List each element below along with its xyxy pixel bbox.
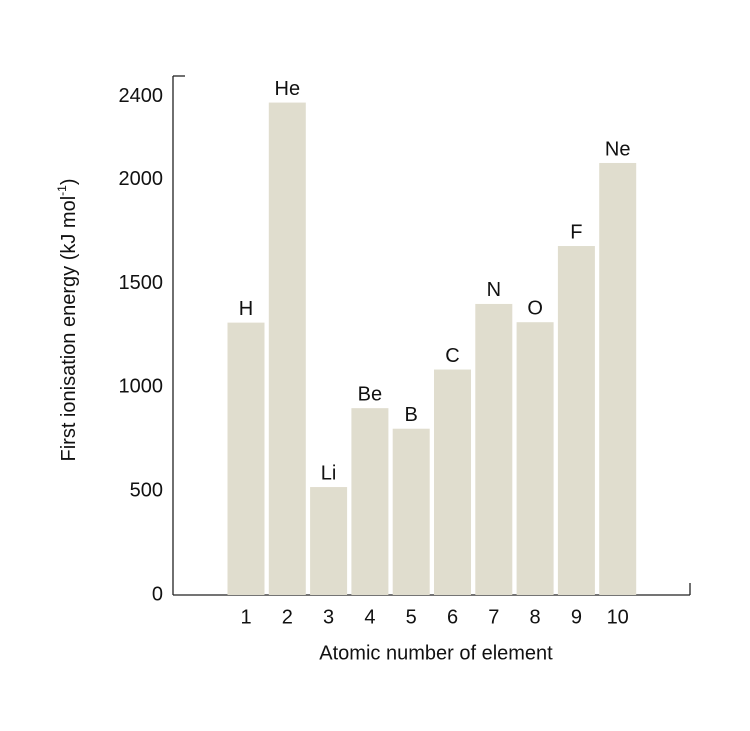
x-tick-label: 3 bbox=[323, 606, 334, 628]
y-tick-label: 500 bbox=[130, 479, 163, 501]
bar-label: Ne bbox=[605, 138, 631, 160]
bar-label: Li bbox=[321, 462, 337, 484]
bar bbox=[557, 246, 595, 595]
x-axis-title: Atomic number of element bbox=[319, 642, 553, 664]
y-tick-label: 0 bbox=[152, 583, 163, 605]
bar bbox=[227, 322, 265, 595]
bar-label: B bbox=[405, 404, 418, 426]
x-tick-label: 5 bbox=[406, 606, 417, 628]
y-axis-title-text: First ionisation energy (kJ mol bbox=[58, 196, 80, 462]
bar bbox=[434, 369, 471, 595]
x-tick-label: 8 bbox=[530, 606, 541, 628]
x-tick-label: 1 bbox=[240, 606, 251, 628]
bar-label: N bbox=[487, 279, 501, 301]
bar bbox=[599, 162, 637, 595]
x-tick-label: 4 bbox=[364, 606, 375, 628]
bar bbox=[392, 428, 430, 595]
y-tick-label: 1500 bbox=[119, 272, 164, 294]
y-axis-title: First ionisation energy (kJ mol-1) bbox=[55, 179, 80, 462]
y-tick-label: 2400 bbox=[119, 85, 164, 107]
x-tick-label: 7 bbox=[488, 606, 499, 628]
bar-label: He bbox=[275, 78, 301, 100]
y-axis-title-end: ) bbox=[58, 179, 80, 186]
bar-label: O bbox=[527, 297, 543, 319]
y-tick-label: 1000 bbox=[119, 376, 164, 398]
x-tick-label: 6 bbox=[447, 606, 458, 628]
x-tick-label: 10 bbox=[607, 606, 629, 628]
bar bbox=[475, 303, 513, 595]
bar bbox=[351, 408, 389, 595]
y-axis-title-sup: -1 bbox=[55, 185, 69, 196]
bar bbox=[516, 322, 554, 595]
bar-label: H bbox=[239, 298, 253, 320]
x-tick-label: 2 bbox=[282, 606, 293, 628]
bar-label: C bbox=[445, 345, 459, 367]
y-tick-label: 2000 bbox=[119, 168, 164, 190]
x-tick-label: 9 bbox=[571, 606, 582, 628]
bar-label: Be bbox=[358, 383, 382, 405]
bar bbox=[310, 487, 348, 595]
bar bbox=[268, 102, 306, 595]
bar-label: F bbox=[570, 221, 582, 243]
